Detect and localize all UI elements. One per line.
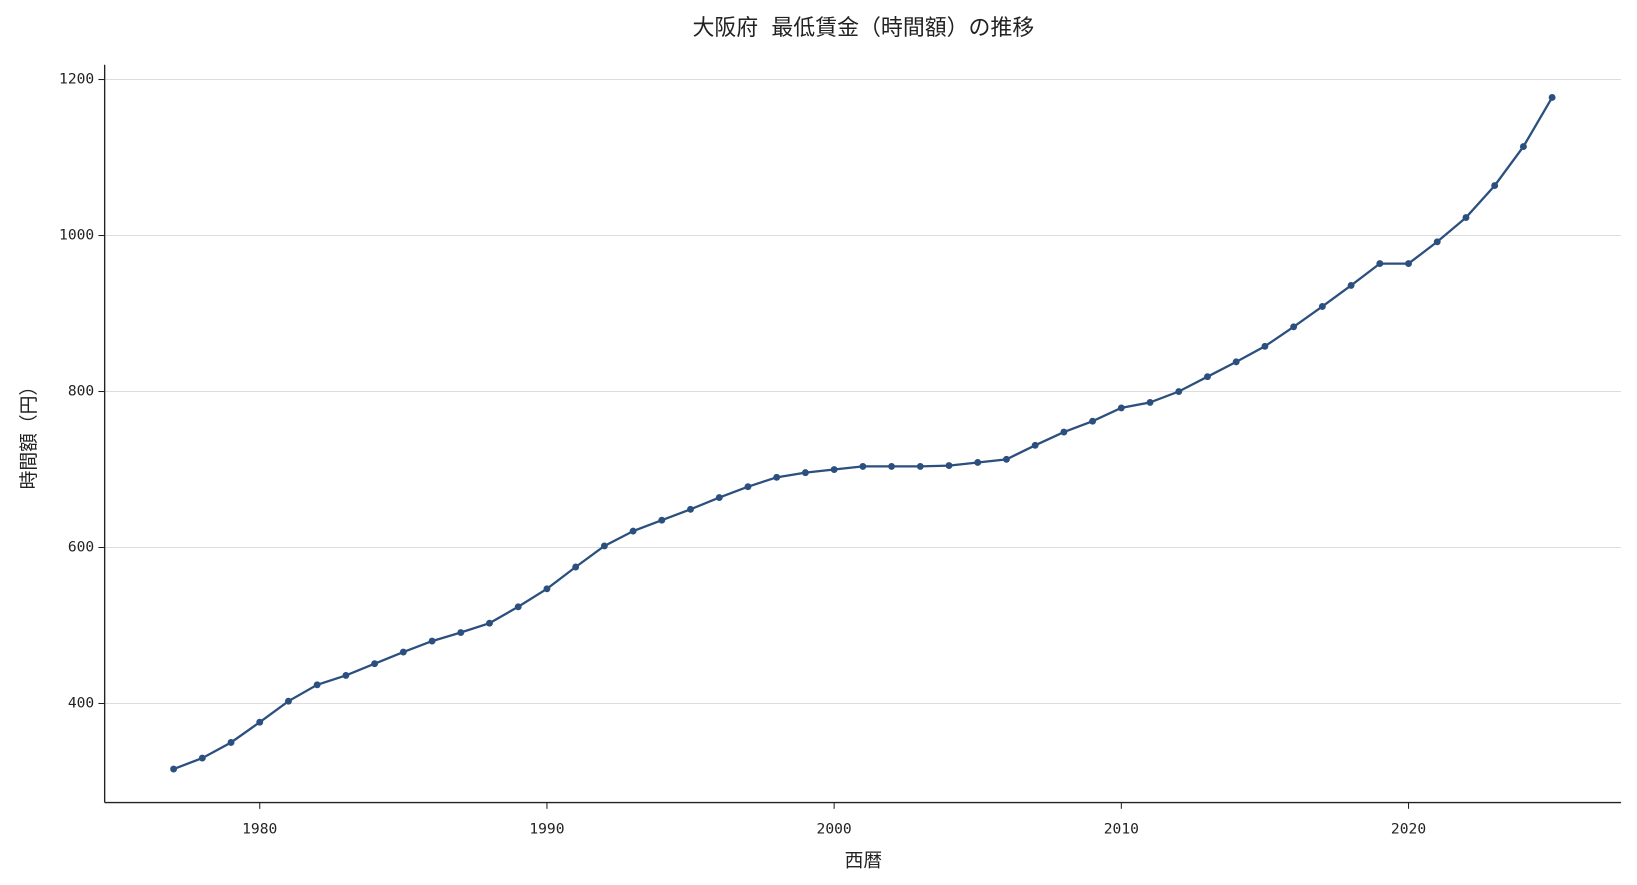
data-point [1261, 342, 1269, 350]
data-point [227, 739, 235, 746]
data-point [457, 629, 465, 636]
data-point [1376, 260, 1384, 268]
chart-title: 大阪府 最低賃金（時間額）の推移 [692, 16, 1034, 41]
data-point [543, 585, 551, 593]
data-point [888, 462, 896, 470]
data-point [1117, 404, 1125, 412]
data-point [687, 505, 694, 513]
x-tick-label: 1990 [529, 821, 564, 838]
data-point [1204, 373, 1211, 381]
y-tick-label: 800 [68, 383, 94, 400]
data-point [313, 681, 321, 689]
x-axis-label: 西暦 [845, 850, 883, 871]
data-point [945, 462, 953, 470]
data-point [1060, 428, 1068, 436]
data-point [1175, 388, 1183, 395]
data-point [399, 648, 407, 656]
data-point [859, 462, 867, 470]
data-point [744, 483, 752, 491]
data-point [1491, 182, 1499, 190]
x-tick-label: 1980 [242, 821, 277, 838]
data-point [629, 527, 637, 535]
data-point [1003, 455, 1010, 463]
x-tick-label: 2000 [817, 821, 852, 838]
data-point [486, 619, 493, 627]
data-point [285, 697, 292, 705]
data-point [1318, 303, 1326, 310]
data-point [830, 466, 838, 473]
data-point [1433, 238, 1441, 246]
line-series [173, 96, 1554, 771]
y-tick-label: 1200 [59, 71, 94, 88]
data-point [1519, 143, 1527, 151]
data-point [715, 494, 723, 502]
data-point [514, 603, 522, 611]
data-point [974, 459, 982, 466]
data-point [1405, 260, 1412, 268]
data-point [428, 637, 436, 645]
data-point [1290, 323, 1298, 331]
data-point [801, 469, 809, 477]
x-tick-label: 2010 [1104, 821, 1139, 838]
y-axis-label: 時間額（円） [18, 377, 40, 490]
y-tick-label: 400 [68, 694, 94, 711]
data-point [256, 718, 264, 726]
data-point [773, 473, 781, 481]
data-point [1146, 398, 1154, 406]
data-point [1548, 94, 1556, 101]
x-tick-label: 2020 [1391, 821, 1426, 838]
data-point [916, 462, 924, 470]
y-tick-label: 1000 [59, 227, 94, 244]
data-point [1347, 281, 1355, 289]
data-point [658, 516, 666, 524]
data-point [342, 671, 350, 679]
data-point [600, 542, 608, 550]
data-point [198, 754, 206, 762]
data-point [1031, 441, 1039, 449]
data-point [1462, 214, 1470, 222]
data-point [1089, 417, 1097, 425]
data-point [170, 765, 178, 773]
data-point [572, 563, 580, 571]
y-tick-label: 600 [68, 539, 94, 556]
data-point [371, 660, 379, 668]
data-point [1232, 358, 1240, 366]
